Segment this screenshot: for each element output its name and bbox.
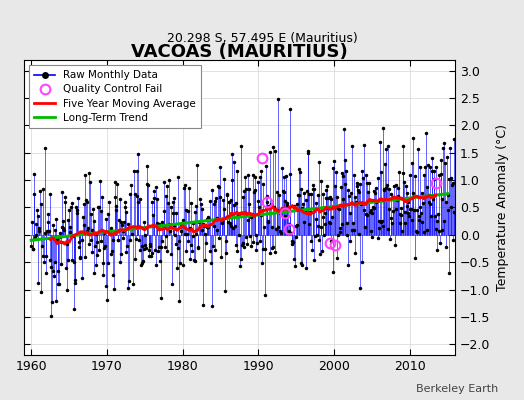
- Text: Berkeley Earth: Berkeley Earth: [416, 384, 498, 394]
- Legend: Raw Monthly Data, Quality Control Fail, Five Year Moving Average, Long-Term Tren: Raw Monthly Data, Quality Control Fail, …: [29, 65, 201, 128]
- Y-axis label: Temperature Anomaly (°C): Temperature Anomaly (°C): [496, 124, 509, 291]
- Text: 20.298 S, 57.495 E (Mauritius): 20.298 S, 57.495 E (Mauritius): [167, 32, 357, 45]
- Title: VACOAS (MAURITIUS): VACOAS (MAURITIUS): [131, 43, 348, 61]
